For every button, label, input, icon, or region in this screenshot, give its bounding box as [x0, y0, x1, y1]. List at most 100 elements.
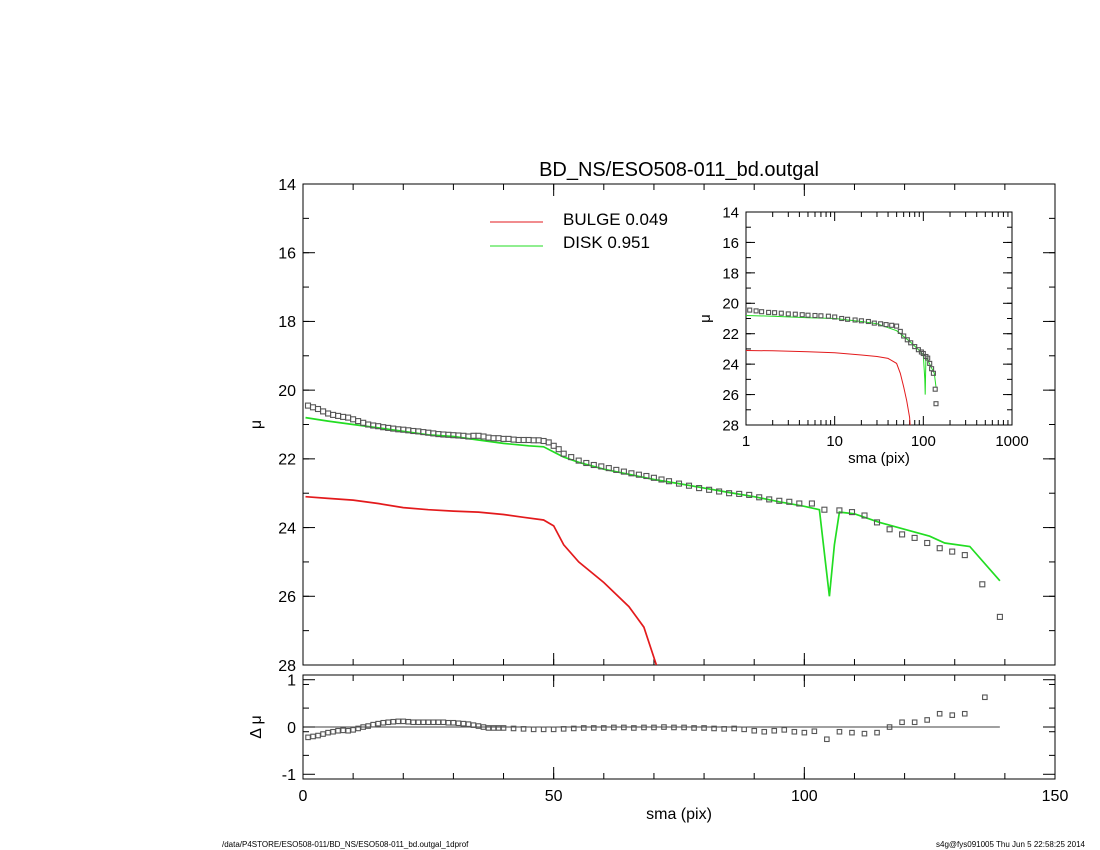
inset-ytick-label: 20 — [722, 296, 739, 313]
inset-data-point — [930, 370, 936, 376]
inset-ytick-label: 22 — [722, 326, 739, 343]
main-data-point — [746, 491, 753, 498]
residual-data-point — [325, 729, 331, 736]
main-data-point — [848, 509, 856, 516]
residual-data-point — [370, 721, 376, 728]
main-ytick-label: 22 — [278, 452, 296, 469]
main-data-point — [590, 461, 597, 469]
inset-data-point — [799, 312, 805, 318]
inset-data-point — [883, 322, 889, 328]
residual-data-point — [390, 718, 397, 725]
main-data-point — [525, 436, 532, 444]
residual-data-point — [395, 718, 402, 725]
inset-data-point — [839, 315, 845, 322]
main-data-point — [515, 436, 522, 444]
main-ytick-label: 24 — [278, 520, 296, 537]
residual-data-point — [465, 721, 472, 727]
residual-data-point — [410, 719, 417, 726]
residual-data-point — [949, 712, 956, 718]
residual-data-point — [405, 718, 412, 725]
main-data-point — [500, 435, 507, 442]
inset-series-line-1 — [746, 315, 937, 395]
residual-data-point — [415, 719, 422, 726]
main-data-point — [330, 411, 337, 418]
main-data-point — [786, 498, 793, 505]
main-data-point — [475, 432, 482, 439]
main-data-point — [766, 496, 773, 503]
residual-data-point — [711, 725, 717, 732]
inset-ytick-label: 28 — [722, 417, 739, 434]
residual-ytick-label: -1 — [282, 767, 296, 784]
residual-data-point — [911, 719, 918, 726]
inset-plot-area — [746, 307, 939, 425]
main-data-point — [821, 506, 828, 513]
residual-data-point — [681, 724, 687, 731]
residual-data-point — [961, 710, 968, 717]
main-data-point — [505, 435, 512, 442]
inset-data-point — [845, 316, 851, 322]
main-data-point — [685, 482, 693, 489]
main-ytick-label: 20 — [278, 383, 296, 400]
residual-data-point — [982, 694, 988, 701]
inset-data-point — [753, 308, 759, 314]
residual-data-point — [320, 731, 326, 737]
legend-label-bulge: BULGE 0.049 — [563, 210, 668, 229]
inset-data-point — [747, 307, 753, 313]
main-data-point — [899, 531, 906, 538]
main-data-point — [355, 418, 362, 425]
residual-data-point — [550, 726, 557, 733]
residual-data-point — [440, 719, 447, 726]
main-data-point — [936, 545, 943, 552]
residual-xtick-label: 50 — [545, 788, 563, 805]
residual-data-point — [771, 727, 778, 734]
inset-data-point — [825, 313, 831, 319]
main-data-point — [314, 405, 322, 413]
residual-data-point — [435, 719, 442, 726]
residual-data-point — [305, 734, 311, 741]
main-data-point — [309, 404, 317, 411]
main-data-point — [575, 457, 582, 464]
inset-data-point — [832, 314, 838, 320]
inset-data-point — [897, 328, 903, 334]
residual-data-point — [899, 719, 905, 726]
residual-data-point — [315, 732, 321, 739]
inset-xtick-label: 1 — [742, 433, 750, 450]
main-data-point — [540, 437, 547, 445]
inset-ytick-label: 16 — [722, 235, 739, 252]
inset-y-axis-label: μ — [697, 314, 714, 323]
legend: BULGE 0.049 DISK 0.951 — [490, 210, 668, 252]
inset-data-point — [792, 311, 798, 317]
main-data-point — [520, 436, 527, 444]
main-data-point — [510, 436, 517, 443]
residual-data-point — [611, 724, 617, 731]
inset-data-point — [912, 344, 918, 350]
main-data-point — [470, 432, 477, 439]
main-ytick-label: 18 — [278, 314, 296, 331]
residual-data-point — [520, 726, 527, 732]
main-data-point — [776, 497, 783, 504]
residual-data-point — [460, 720, 467, 727]
inset-data-point — [889, 322, 895, 328]
main-data-point — [340, 413, 347, 420]
residual-ytick-label: 1 — [287, 672, 296, 689]
main-data-point — [535, 437, 542, 444]
main-ytick-label: 16 — [278, 245, 296, 262]
main-data-point — [756, 494, 763, 501]
inset-data-point — [772, 310, 778, 316]
residual-data-point — [824, 736, 830, 743]
residual-data-point — [310, 733, 316, 740]
main-data-point — [613, 466, 620, 473]
residual-xtick-label: 100 — [791, 788, 818, 805]
main-data-point — [726, 490, 733, 497]
main-data-point — [304, 402, 312, 409]
main-data-point — [485, 434, 492, 441]
residual-data-point — [641, 724, 647, 731]
residual-data-point — [580, 725, 587, 731]
residual-data-point — [430, 719, 437, 726]
main-data-point — [345, 414, 352, 421]
residual-data-point — [751, 727, 758, 734]
residual-data-point — [375, 720, 381, 727]
residual-x-axis-label: sma (pix) — [646, 806, 712, 823]
inset-frame — [745, 211, 1013, 426]
